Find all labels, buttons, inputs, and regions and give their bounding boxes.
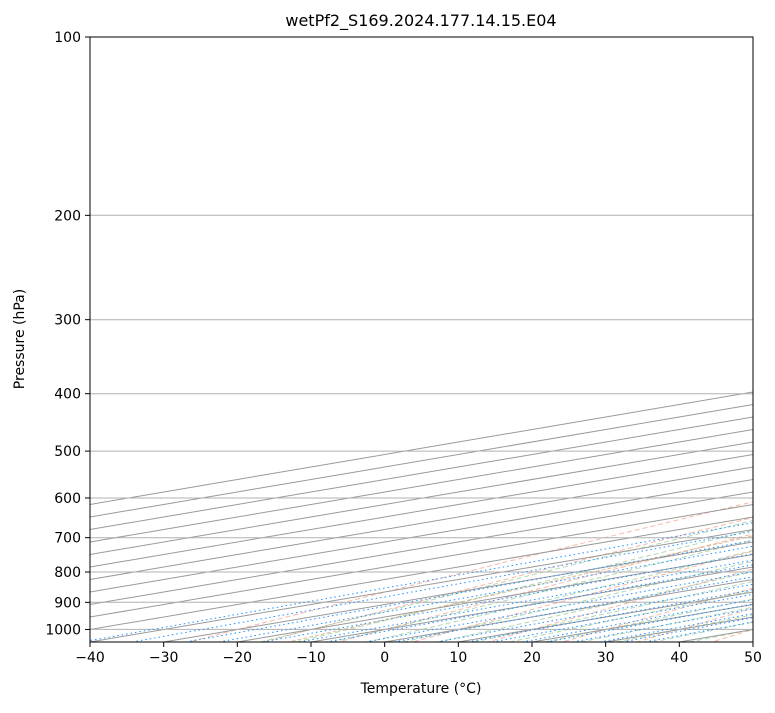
x-tick-label: −30 (149, 650, 179, 666)
isotherm-line (679, 37, 775, 642)
moist-adiabat (368, 37, 775, 642)
x-tick-label: −10 (296, 650, 326, 666)
moist-adiabat (689, 37, 775, 642)
isotherm-line (532, 37, 775, 642)
x-tick-label: 0 (380, 650, 389, 666)
dry-adiabat (413, 37, 775, 642)
dry-adiabat (488, 37, 775, 642)
y-tick-label: 400 (54, 387, 81, 403)
isotherm-line (0, 37, 775, 642)
isotherm-line (0, 37, 775, 642)
isotherm-line (0, 37, 775, 642)
x-tick-label: 10 (449, 650, 467, 666)
x-tick-label: 20 (523, 650, 541, 666)
y-tick-label: 300 (54, 313, 81, 329)
mixing-ratio-line (492, 451, 775, 642)
moist-adiabat (653, 37, 775, 642)
isotherm-line (0, 37, 775, 642)
dry-adiabat (562, 37, 775, 642)
dry-adiabat (712, 37, 775, 642)
x-tick-label: 30 (597, 650, 615, 666)
isotherm-line (0, 37, 775, 642)
isotherm-line (237, 37, 775, 642)
isotherm-line (0, 37, 775, 642)
moist-adiabat (403, 37, 775, 642)
moist-adiabat (296, 37, 775, 642)
moist-adiabat (581, 37, 775, 642)
isotherm-line (311, 37, 775, 642)
isotherm-line (0, 37, 775, 642)
y-tick-label: 500 (54, 444, 81, 460)
y-tick-label: 100 (54, 30, 81, 46)
x-tick-label: 50 (744, 650, 762, 666)
isotherm-line (0, 37, 775, 642)
y-tick-label: 600 (54, 491, 81, 507)
moist-adiabat (545, 37, 775, 642)
plot-background-lines (0, 37, 775, 642)
isotherm-line (16, 37, 775, 642)
x-axis-label: Temperature (°C) (360, 681, 482, 697)
x-tick-label: −40 (75, 650, 105, 666)
chart-title: wetPf2_S169.2024.177.14.15.E04 (285, 11, 556, 31)
y-tick-label: 1000 (45, 622, 81, 638)
reference-curve (289, 37, 775, 642)
isotherm-line (385, 37, 775, 642)
y-axis: 100 200 300 400 500 600 700 800 900 1000 (45, 30, 90, 638)
plot-frame (90, 37, 753, 642)
y-tick-label: 800 (54, 565, 81, 581)
y-axis-label: Pressure (hPa) (12, 289, 28, 389)
isotherm-line (0, 37, 775, 642)
x-axis: −40 −30 −20 −10 0 10 20 30 40 50 (75, 642, 762, 666)
isotherm-line (753, 37, 775, 642)
x-tick-label: −20 (223, 650, 253, 666)
mixing-ratio-line (365, 451, 775, 642)
y-tick-label: 200 (54, 208, 81, 224)
y-tick-label: 700 (54, 531, 81, 547)
isotherm-line (90, 37, 775, 642)
x-tick-label: 40 (670, 650, 688, 666)
isotherm-line (0, 37, 775, 642)
y-tick-label: 900 (54, 595, 81, 611)
